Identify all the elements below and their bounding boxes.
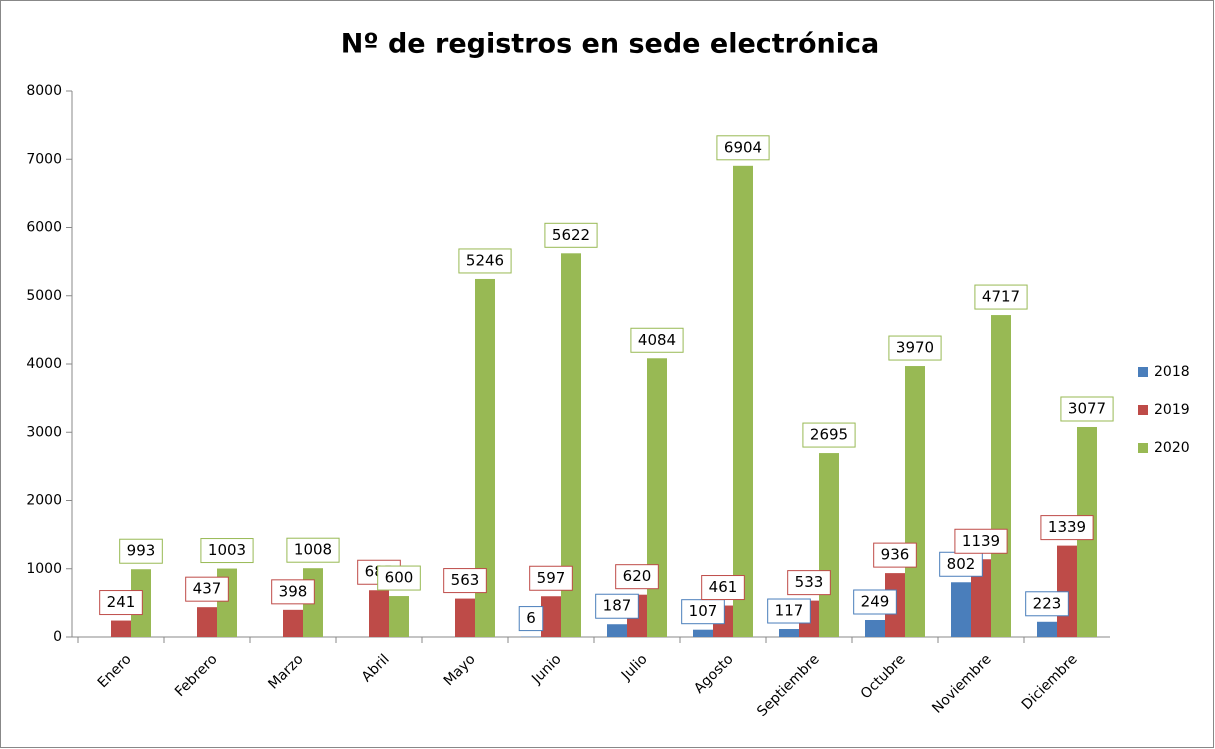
data-label-box — [1060, 396, 1114, 422]
data-label: 563 — [451, 571, 480, 589]
data-label: 187 — [603, 597, 632, 615]
data-label: 993 — [127, 542, 156, 560]
data-label-box — [939, 551, 983, 577]
data-label: 5246 — [466, 251, 504, 269]
data-label: 461 — [709, 578, 738, 596]
data-label-box — [888, 335, 942, 361]
bar — [369, 590, 389, 637]
y-tick-label: 7000 — [26, 151, 62, 167]
data-label-box — [802, 422, 856, 448]
data-label: 936 — [881, 546, 910, 564]
data-label: 223 — [1033, 594, 1062, 612]
data-label-box — [595, 593, 639, 619]
bar — [819, 453, 839, 637]
data-label: 597 — [537, 569, 566, 587]
bar — [1037, 621, 1057, 637]
data-label-box — [119, 538, 163, 564]
chart-title: Nº de registros en sede electrónica — [341, 29, 880, 60]
data-label: 4717 — [982, 288, 1020, 306]
y-tick-label: 8000 — [26, 83, 62, 99]
data-label: 3077 — [1068, 399, 1106, 417]
data-label-box — [99, 590, 143, 616]
data-label: 1008 — [294, 541, 332, 559]
y-tick-label: 2000 — [26, 493, 62, 509]
data-label: 6 — [526, 609, 536, 627]
data-label-box — [1025, 591, 1069, 617]
bar — [779, 629, 799, 637]
data-label: 533 — [795, 573, 824, 591]
bar — [111, 620, 131, 637]
legend-label: 2019 — [1154, 402, 1190, 418]
bar — [475, 278, 495, 637]
data-label-box — [200, 538, 254, 564]
data-label-box — [681, 599, 725, 625]
data-label: 3970 — [896, 339, 934, 357]
data-label-box — [529, 565, 573, 591]
bar — [541, 596, 561, 637]
data-label-box — [716, 135, 770, 161]
data-label: 117 — [775, 602, 804, 620]
data-label-box — [701, 575, 745, 601]
data-label: 1003 — [208, 541, 246, 559]
y-tick-label: 4000 — [26, 356, 62, 372]
data-label: 249 — [861, 593, 890, 611]
data-label-box — [377, 565, 421, 591]
bar — [455, 598, 475, 637]
bar — [647, 358, 667, 637]
data-label: 4084 — [638, 331, 676, 349]
data-label: 600 — [385, 569, 414, 587]
data-label-box — [1040, 515, 1094, 541]
legend-swatch — [1138, 367, 1148, 377]
legend-label: 2020 — [1154, 440, 1190, 456]
bar — [971, 559, 991, 637]
bar — [283, 609, 303, 637]
data-label-box — [873, 542, 917, 568]
bar — [733, 165, 753, 637]
legend-swatch — [1138, 443, 1148, 453]
data-label-box — [286, 537, 340, 563]
legend-swatch — [1138, 405, 1148, 415]
y-tick-label: 6000 — [26, 220, 62, 236]
data-label: 2695 — [810, 426, 848, 444]
data-label-box — [974, 284, 1028, 310]
data-label: 241 — [107, 593, 136, 611]
data-label-box — [630, 327, 684, 353]
bar — [693, 629, 713, 637]
data-label-box — [954, 528, 1008, 554]
legend-label: 2018 — [1154, 364, 1190, 380]
bar — [991, 315, 1011, 637]
bar — [607, 624, 627, 637]
data-label: 398 — [279, 582, 308, 600]
data-label-box — [518, 606, 544, 632]
data-label-box — [787, 570, 831, 596]
data-label: 6904 — [724, 138, 762, 156]
bar — [905, 366, 925, 637]
data-label: 802 — [947, 555, 976, 573]
bar — [389, 596, 409, 637]
y-tick-label: 1000 — [26, 561, 62, 577]
data-label-box — [767, 598, 811, 624]
bar — [197, 607, 217, 637]
data-label: 107 — [689, 602, 718, 620]
data-label: 620 — [623, 567, 652, 585]
data-label: 1339 — [1048, 518, 1086, 536]
data-label-box — [185, 576, 229, 602]
data-label-box — [458, 248, 512, 274]
data-label-box — [271, 579, 315, 605]
data-label: 1139 — [962, 532, 1000, 550]
data-label-box — [544, 222, 598, 248]
data-label-box — [443, 568, 487, 594]
y-tick-label: 3000 — [26, 424, 62, 440]
bar — [561, 253, 581, 637]
y-tick-label: 0 — [53, 629, 62, 645]
data-label: 5622 — [552, 226, 590, 244]
data-label-box — [853, 589, 897, 615]
bar — [951, 582, 971, 637]
bar — [865, 620, 885, 637]
data-label: 437 — [193, 580, 222, 598]
y-tick-label: 5000 — [26, 288, 62, 304]
data-label-box — [615, 564, 659, 590]
